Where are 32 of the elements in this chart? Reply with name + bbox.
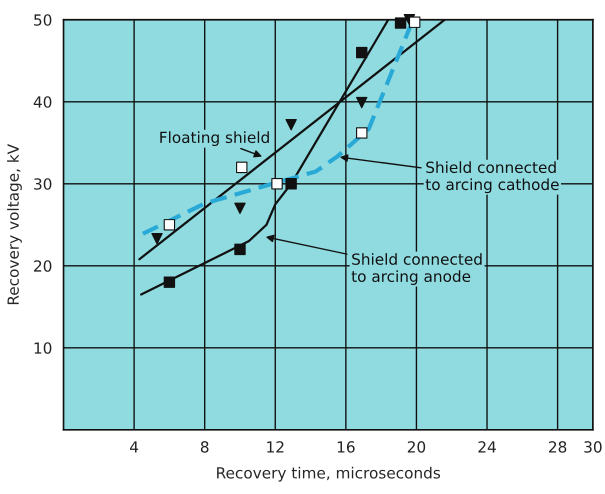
point	[164, 276, 176, 288]
y-tick-label: 40	[34, 96, 52, 108]
x-tick-label: 30	[584, 441, 602, 453]
point	[285, 119, 297, 130]
x-tick-label: 28	[549, 441, 566, 453]
x-tick-label: 24	[478, 441, 496, 452]
x-tick-label: 8	[200, 441, 209, 453]
y-tick-label: 30	[34, 178, 52, 190]
point	[356, 46, 368, 58]
point	[164, 219, 176, 230]
point	[285, 178, 297, 190]
point	[271, 178, 283, 190]
x-tick-label: 16	[338, 441, 355, 453]
x-tick-label: 20	[408, 441, 426, 453]
y-tick-label: 50	[34, 14, 52, 26]
y-tick-label: 20	[34, 260, 52, 272]
annotation: Shield connected to arcing anode	[352, 253, 482, 285]
annotation: Shield connected to arcing cathode	[426, 161, 559, 194]
annotation: Floating shield	[160, 131, 269, 146]
x-axis-title: Recovery time, microseconds	[217, 466, 440, 482]
point	[394, 17, 406, 29]
point	[151, 233, 163, 244]
point	[236, 162, 248, 174]
x-tick-label: 12	[267, 441, 284, 452]
point	[408, 16, 420, 28]
x-tick-label: 4	[130, 441, 138, 452]
point	[234, 202, 246, 214]
point	[356, 96, 368, 108]
y-axis-title: Recovery voltage, kV	[7, 144, 22, 304]
point	[234, 244, 246, 256]
point	[356, 127, 368, 139]
y-tick-label: 10	[34, 342, 52, 354]
